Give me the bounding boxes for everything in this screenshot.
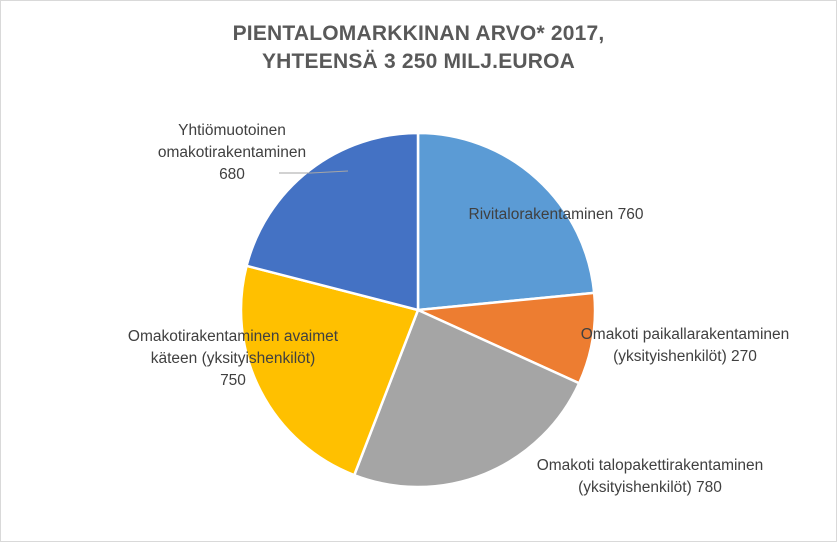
chart-title-line-2: YHTEENSÄ 3 250 MILJ.EUROA <box>261 50 576 73</box>
pie-labels: Rivitalorakentaminen 760 Omakoti paikalla… <box>128 122 789 496</box>
slice-label-4-line-2: käteen (yksityishenkilöt) <box>151 350 316 367</box>
slice-label-5-line-1: Yhtiömuotoinen <box>178 122 286 139</box>
pie-slice-5 <box>245 131 420 312</box>
pie-slice-4 <box>239 264 420 477</box>
slice-label-3-line-1: Omakoti talopakettirakentaminen <box>537 457 764 474</box>
chart-title: PIENTALOMARKKINAN ARVO* 2017, YHTEENSÄ 3… <box>0 20 837 76</box>
chart-title-line-1: PIENTALOMARKKINAN ARVO* 2017, <box>232 22 605 45</box>
slice-label-4: Omakotirakentaminen avaimet käteen (yksit… <box>128 328 339 389</box>
slice-label-2: Omakoti paikallarakentaminen (yksityishen… <box>581 326 790 365</box>
pie-slices <box>239 131 597 489</box>
slice-label-4-line-1: Omakotirakentaminen avaimet <box>128 328 339 345</box>
slice-label-4-line-3: 750 <box>220 372 246 389</box>
slice-label-5-line-2: omakotirakentaminen <box>158 144 306 161</box>
slice-label-1-line-1: Rivitalorakentaminen 760 <box>469 206 644 223</box>
slice-label-2-line-1: Omakoti paikallarakentaminen <box>581 326 790 343</box>
slice-label-3: Omakoti talopakettirakentaminen (yksityis… <box>537 457 764 496</box>
slice-label-2-line-2: (yksityishenkilöt) 270 <box>613 348 757 365</box>
pie-slice-2 <box>416 291 597 385</box>
slice-label-5: Yhtiömuotoinen omakotirakentaminen 680 <box>158 122 306 183</box>
pie-slice-1 <box>416 131 596 312</box>
slice-label-1: Rivitalorakentaminen 760 <box>469 206 644 223</box>
leader-line <box>279 170 349 174</box>
pie-slice-3 <box>353 308 581 489</box>
slice-label-5-line-3: 680 <box>219 166 245 183</box>
slice-label-3-line-2: (yksityishenkilöt) 780 <box>578 479 722 496</box>
